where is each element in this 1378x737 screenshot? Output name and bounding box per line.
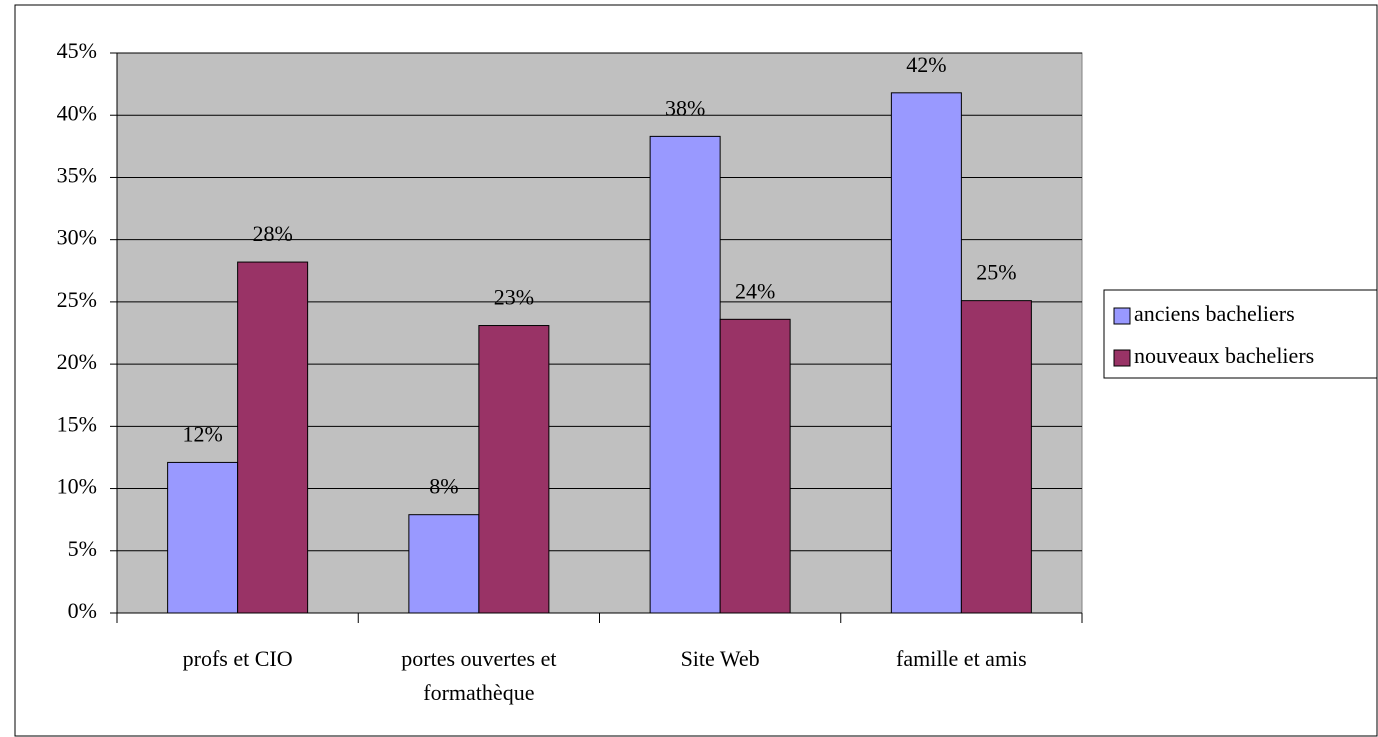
data-label: 8% [429, 474, 458, 499]
bar [890, 92, 962, 614]
data-label: 12% [182, 421, 222, 446]
y-tick-label: 25% [57, 287, 97, 312]
x-tick-label: portes ouvertes et formathèque [401, 646, 557, 705]
bar [719, 318, 791, 614]
bar [408, 514, 480, 614]
legend-label: nouveaux bacheliers [1134, 343, 1314, 368]
y-tick-label: 15% [57, 411, 97, 436]
data-label: 42% [906, 52, 946, 77]
legend-swatch [1113, 307, 1131, 325]
bar [237, 261, 309, 614]
bar [649, 135, 721, 614]
data-label: 28% [252, 221, 292, 246]
data-label: 38% [665, 95, 705, 120]
x-tick-label: profs et CIO [182, 646, 293, 671]
data-label: 24% [735, 278, 775, 303]
bar [960, 300, 1032, 614]
y-tick-label: 45% [57, 38, 97, 63]
y-tick-label: 30% [57, 225, 97, 250]
x-tick-label: Site Web [680, 646, 760, 671]
x-tick-label: famille et amis [896, 646, 1027, 671]
bar [167, 461, 239, 614]
legend-swatch [1113, 349, 1131, 367]
y-tick-label: 10% [57, 474, 97, 499]
legend-label: anciens bacheliers [1134, 301, 1295, 326]
data-label: 25% [976, 260, 1016, 285]
data-label: 23% [494, 285, 534, 310]
y-tick-label: 35% [57, 162, 97, 187]
y-tick-label: 5% [68, 536, 97, 561]
y-tick-label: 0% [68, 598, 97, 623]
legend-box [1103, 289, 1378, 379]
bar [478, 325, 550, 614]
y-tick-label: 40% [57, 100, 97, 125]
y-tick-label: 20% [57, 349, 97, 374]
